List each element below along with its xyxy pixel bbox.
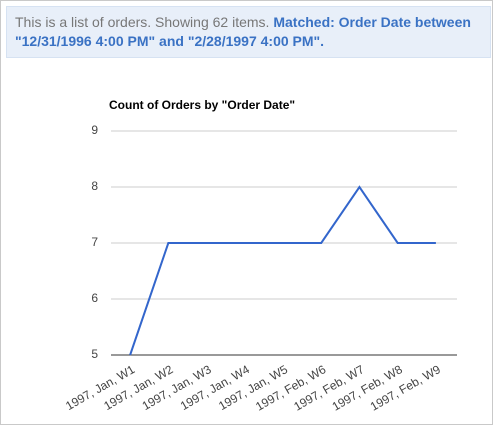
y-tick-label: 6: [91, 291, 98, 305]
banner-text: This is a list of orders. Showing 62 ite…: [15, 14, 270, 30]
info-banner: This is a list of orders. Showing 62 ite…: [6, 6, 491, 58]
y-tick-label: 5: [91, 347, 98, 361]
y-tick-label: 8: [91, 179, 98, 193]
y-tick-label: 7: [91, 235, 98, 249]
data-line: [129, 185, 436, 356]
banner-filter: Matched: Order Date between "12/31/1996 …: [15, 14, 471, 49]
y-tick-label: 9: [91, 123, 98, 137]
chart-title: Count of Orders by "Order Date": [109, 98, 295, 112]
